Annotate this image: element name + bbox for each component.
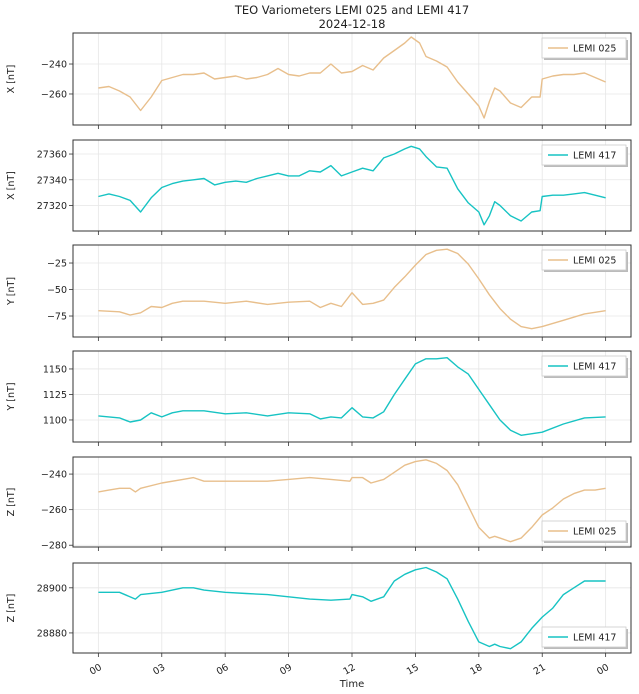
x-tick-label: 00	[88, 662, 104, 678]
series-line-lemi-417	[98, 357, 606, 436]
x-tick-label: 09	[278, 662, 294, 678]
y-tick-label: −75	[47, 312, 67, 323]
y-tick-label: −280	[41, 541, 67, 552]
x-tick-label: 00	[595, 662, 611, 678]
legend-box	[541, 355, 627, 377]
y-tick-label: 1100	[43, 415, 67, 426]
legend-label: LEMI 417	[573, 151, 616, 162]
legend-label: LEMI 025	[573, 256, 616, 267]
legend-box	[541, 249, 627, 271]
legend-box	[541, 144, 627, 166]
x-axis-label: Time	[339, 679, 364, 690]
y-tick-label: −240	[41, 60, 67, 71]
series-line-lemi-025	[98, 248, 606, 330]
x-tick-label: 15	[405, 662, 421, 678]
x-tick-label: 21	[532, 662, 548, 678]
x-tick-label: 12	[342, 662, 358, 678]
chart-title: TEO Variometers LEMI 025 and LEMI 417	[234, 3, 469, 17]
legend-box	[541, 520, 627, 542]
y-tick-label: 27320	[37, 201, 67, 212]
y-axis-label: Z [nT]	[6, 488, 17, 517]
y-tick-label: 27340	[37, 175, 67, 186]
series-line-lemi-417	[98, 566, 606, 650]
legend-label: LEMI 025	[573, 44, 616, 55]
subplot-4: 1150 1125 1100 Y [nT] LEMI 417	[6, 350, 632, 446]
y-tick-label: −25	[47, 259, 67, 270]
series-line-lemi-417	[98, 145, 606, 226]
subplot-6: 28900 28880 Z [nT] 00 03 06 09 12 15 18 21 00 LEMI 4…	[6, 562, 632, 678]
series-line-lemi-025	[98, 36, 606, 119]
y-tick-label: 1150	[43, 364, 67, 375]
legend-label: LEMI 417	[573, 362, 616, 373]
y-tick-label: 28880	[37, 628, 67, 639]
subplot-3: −25 −50 −75 Y [nT] LEMI 025	[6, 244, 632, 341]
chart-subtitle: 2024-12-18	[319, 17, 386, 31]
subplot-1: −240 −260 X [nT] LEMI 025	[6, 32, 632, 129]
legend-label: LEMI 417	[573, 633, 616, 644]
y-tick-label: 28900	[37, 583, 67, 594]
y-tick-label: 27360	[37, 150, 67, 161]
x-tick-label: 18	[468, 662, 484, 678]
x-tick-label: 06	[215, 662, 231, 678]
y-axis-label: X [nT]	[6, 65, 17, 94]
y-tick-label: −260	[41, 89, 67, 100]
legend-label: LEMI 025	[573, 527, 616, 538]
series-line-lemi-025	[98, 459, 606, 543]
y-tick-label: −240	[41, 470, 67, 481]
subplot-5: −240 −260 −280 Z [nT] LEMI 025	[6, 456, 632, 552]
legend-box	[541, 626, 627, 648]
y-tick-label: 1125	[43, 390, 67, 401]
x-tick-label: 03	[151, 662, 167, 678]
y-axis-label: X [nT]	[6, 171, 17, 200]
y-axis-label: Z [nT]	[6, 594, 17, 623]
y-axis-label: Y [nT]	[6, 382, 17, 411]
y-tick-label: −50	[47, 285, 67, 296]
y-axis-label: Y [nT]	[6, 277, 17, 306]
subplot-2: 27360 27340 27320 X [nT] LEMI 417	[6, 139, 632, 235]
y-tick-label: −260	[41, 505, 67, 516]
legend-box	[541, 37, 627, 59]
